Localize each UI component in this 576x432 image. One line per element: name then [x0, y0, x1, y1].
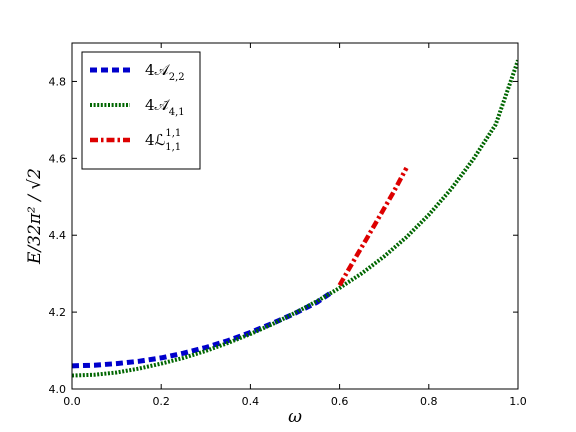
series-line-2 — [337, 166, 409, 287]
legend-label-0: 4𝒜2,2 — [145, 61, 185, 83]
x-tick-label: 0.0 — [63, 395, 81, 408]
plot-frame — [71, 42, 519, 390]
series-line-0 — [72, 290, 333, 369]
plot-area — [72, 59, 518, 378]
x-axis-label: ω — [288, 407, 302, 427]
x-tick-label: 0.6 — [331, 395, 349, 408]
y-tick-label: 4.6 — [49, 152, 67, 165]
x-tick-label: 0.2 — [152, 395, 170, 408]
y-axis-label: E/32π² / √2 — [25, 168, 45, 265]
axes: 0.0 0.2 0.4 0.6 0.8 1.0 4.0 4.2 4.4 4.6 4.8 ω E/32π²… — [25, 42, 527, 427]
series-line-1 — [72, 59, 518, 378]
x-tick-label: 1.0 — [509, 395, 527, 408]
y-tick-label: 4.8 — [49, 75, 67, 88]
legend-label-2: 4ℒ1,1 1,1 — [145, 128, 181, 153]
x-tick-label: 0.8 — [420, 395, 438, 408]
legend: 4𝒜2,2 4𝒜̃4,1 4ℒ1,1 1,1 — [81, 51, 201, 170]
y-tick-label: 4.4 — [49, 229, 67, 242]
y-tick-label: 4.0 — [49, 383, 67, 396]
x-tick-label: 0.4 — [242, 395, 260, 408]
legend-label-1: 4𝒜̃4,1 — [145, 96, 185, 118]
y-tick-label: 4.2 — [49, 306, 67, 319]
